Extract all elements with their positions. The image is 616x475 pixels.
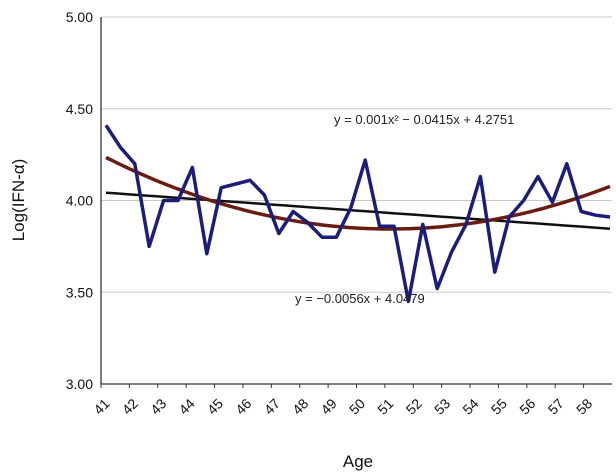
polynomial-equation-label: y = 0.001x² − 0.0415x + 4.2751 <box>334 112 514 127</box>
x-tick-label: 58 <box>573 395 595 417</box>
y-tick-label: 3.50 <box>66 284 93 300</box>
x-tick-label: 54 <box>459 395 481 417</box>
x-tick-label: 43 <box>147 395 169 417</box>
x-tick-label: 51 <box>374 395 396 417</box>
x-tick-label: 46 <box>232 395 254 417</box>
series-line <box>104 124 611 304</box>
series-lines <box>104 124 611 304</box>
x-tick-label: 45 <box>204 395 226 417</box>
x-tick-label: 56 <box>516 395 538 417</box>
y-tick-labels: 3.00 3.50 4.00 4.50 5.00 <box>66 9 93 392</box>
x-tick-label: 50 <box>346 395 368 417</box>
y-tick-label: 3.00 <box>66 376 93 392</box>
linear-trendline <box>105 191 611 230</box>
polynomial-trendline <box>105 155 611 231</box>
x-tick-label: 55 <box>488 395 510 417</box>
gridlines <box>101 16 612 293</box>
x-tick-labels: 41 42 43 44 45 46 47 48 49 50 51 52 53 54 55 56 57 58 <box>90 395 595 417</box>
x-tick-label: 44 <box>175 395 197 417</box>
axes <box>100 17 612 388</box>
x-tick-label: 42 <box>119 395 141 417</box>
y-axis-title: Log(IFN-α) <box>9 159 28 242</box>
x-tick-label: 53 <box>431 395 453 417</box>
x-tick-label: 48 <box>289 395 311 417</box>
x-tick-label: 52 <box>403 395 425 417</box>
x-tick-label: 57 <box>545 395 567 417</box>
y-tick-label: 4.50 <box>66 101 93 117</box>
x-tick-label: 47 <box>261 395 283 417</box>
x-tick-label: 41 <box>90 395 112 417</box>
linear-equation-label: y = −0.0056x + 4.0479 <box>295 291 425 306</box>
y-tick-label: 5.00 <box>66 9 93 25</box>
y-tick-label: 4.00 <box>66 193 93 209</box>
trendlines <box>105 155 611 231</box>
x-tick-label: 49 <box>317 395 339 417</box>
x-axis-title: Age <box>343 452 373 471</box>
